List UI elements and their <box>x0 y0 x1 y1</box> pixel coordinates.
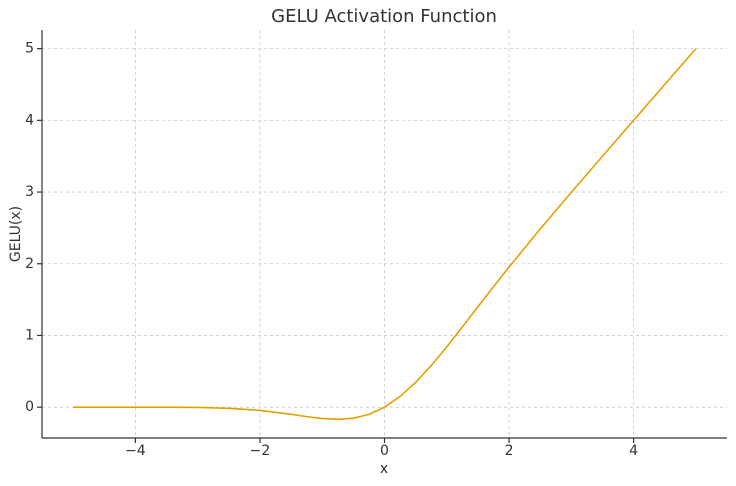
y-tick-label: 4 <box>25 112 34 128</box>
x-tick-label: −2 <box>250 443 271 459</box>
y-tick-label: 1 <box>25 327 34 343</box>
y-axis-label: GELU(x) <box>8 206 24 262</box>
x-tick-label: 0 <box>380 443 389 459</box>
chart-title: GELU Activation Function <box>271 6 497 27</box>
x-tick-label: 4 <box>629 443 638 459</box>
y-tick-label: 0 <box>25 399 34 415</box>
data-line <box>73 48 697 421</box>
y-tick-label: 5 <box>25 41 34 57</box>
y-tick-label: 2 <box>25 256 34 272</box>
y-tick-label: 3 <box>25 184 34 200</box>
x-tick-label: −4 <box>125 443 146 459</box>
x-axis-label: x <box>380 461 388 477</box>
x-tick-label: 2 <box>505 443 514 459</box>
